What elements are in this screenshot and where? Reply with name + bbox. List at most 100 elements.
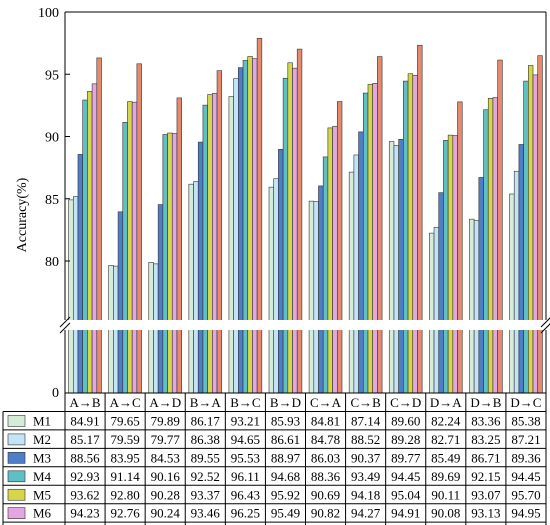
cell-value: 90.08 (431, 506, 460, 521)
cell-value: 90.28 (151, 487, 180, 502)
bar-m3-3 (157, 204, 164, 394)
legend-swatch-m4 (7, 470, 26, 483)
legend-label-m1: M1 (33, 413, 51, 428)
bar-m2-5 (233, 78, 239, 394)
legend-label-m2: M2 (33, 432, 51, 447)
legend-swatch-m3 (7, 452, 26, 464)
cell-value: 91.14 (111, 469, 141, 484)
cell-value: 95.70 (511, 487, 540, 502)
bar-m4-6 (282, 77, 289, 394)
legend-swatch-m5 (7, 488, 26, 501)
bar-m5-10 (447, 134, 454, 394)
cell-value: 85.93 (271, 413, 300, 428)
cell-value: 94.18 (351, 487, 380, 502)
cell-value: 89.60 (391, 413, 420, 428)
y-tick-label: 95 (45, 68, 59, 83)
bar-m4-12 (523, 80, 529, 394)
bar-m5-12 (528, 65, 534, 394)
bar-m1-1 (68, 199, 74, 394)
bar-ours-4 (216, 70, 223, 394)
cell-value: 92.15 (471, 469, 500, 484)
bar-m3-6 (278, 149, 284, 394)
cell-value: 93.49 (351, 469, 380, 484)
category-label: A→D (149, 395, 181, 410)
legend-label-m3: M3 (33, 450, 51, 465)
bar-m6-4 (212, 93, 218, 394)
bar-m2-9 (393, 145, 399, 394)
category-label: C→D (390, 395, 421, 410)
cell-value: 93.46 (191, 506, 221, 521)
bar-ours-12 (537, 55, 543, 394)
y-axis: 80 85 90 95 100 0 (38, 6, 550, 401)
axis-break-mark-left-1 (59, 316, 71, 328)
bar-m4-2 (122, 122, 128, 394)
cell-value: 85.17 (70, 432, 100, 447)
axis-break-mark-right-1 (540, 317, 550, 328)
bar-m4-9 (403, 80, 409, 394)
bar-m2-7 (313, 201, 319, 394)
bar-ours-5 (256, 37, 263, 394)
bar-m3-1 (77, 154, 83, 394)
cell-value: 93.07 (471, 487, 501, 502)
bar-ours-11 (497, 59, 503, 394)
bar-m4-1 (82, 99, 88, 394)
bar-m2-4 (193, 181, 199, 394)
cell-value: 93.37 (191, 487, 221, 502)
bar-m5-7 (327, 127, 333, 394)
y-axis-label: Accuracy(%) (15, 177, 30, 252)
cell-value: 86.61 (271, 432, 300, 447)
bar-m1-8 (348, 171, 355, 394)
category-label: D→C (510, 395, 541, 410)
bar-m1-6 (268, 186, 275, 394)
bar-m1-10 (429, 232, 435, 394)
y-tick-label-zero: 0 (52, 386, 59, 401)
bar-m2-1 (72, 196, 79, 394)
y-tick-label: 85 (45, 193, 59, 208)
cell-value: 92.52 (191, 469, 220, 484)
category-label: D→A (430, 395, 462, 410)
axis-break-band (53, 320, 550, 330)
cell-value: 82.24 (431, 413, 461, 428)
bar-m5-2 (127, 101, 133, 394)
cell-value: 95.53 (231, 450, 260, 465)
cell-value: 85.49 (431, 450, 460, 465)
cell-value: 93.13 (471, 506, 500, 521)
cell-value: 89.55 (191, 450, 220, 465)
category-label: B→A (190, 395, 222, 410)
bar-m4-11 (483, 109, 489, 394)
cell-value: 84.78 (311, 432, 340, 447)
bar-m5-5 (247, 56, 253, 394)
bar-m5-3 (167, 132, 173, 394)
category-label: B→C (230, 395, 260, 410)
cell-value: 89.28 (391, 432, 420, 447)
bar-m6-12 (532, 74, 539, 394)
cell-value: 96.25 (231, 506, 260, 521)
category-label: B→D (270, 395, 301, 410)
bar-m1-5 (228, 96, 234, 394)
cell-value: 94.45 (391, 469, 420, 484)
cell-value: 90.37 (351, 450, 381, 465)
cell-value: 88.36 (311, 469, 341, 484)
bar-m3-2 (117, 211, 124, 394)
cell-value: 96.11 (231, 469, 260, 484)
cell-value: 94.65 (231, 432, 260, 447)
cell-value: 86.03 (311, 450, 340, 465)
category-label: D→B (470, 395, 501, 410)
bars (68, 37, 543, 394)
bar-m4-8 (362, 92, 369, 394)
bar-m6-3 (171, 133, 178, 394)
category-label: A→B (70, 395, 101, 410)
bar-m2-12 (513, 170, 520, 394)
cell-value: 92.93 (70, 469, 99, 484)
bar-m6-8 (372, 83, 378, 394)
bar-ours-6 (296, 48, 303, 394)
bar-m5-8 (367, 84, 373, 394)
cell-value: 95.04 (391, 487, 421, 502)
y-tick-label: 90 (45, 131, 59, 146)
legend-label-m5: M5 (33, 487, 51, 502)
cell-value: 90.82 (311, 506, 340, 521)
bar-m5-4 (207, 94, 213, 394)
cell-value: 90.11 (431, 487, 460, 502)
bar-m1-12 (509, 193, 515, 394)
